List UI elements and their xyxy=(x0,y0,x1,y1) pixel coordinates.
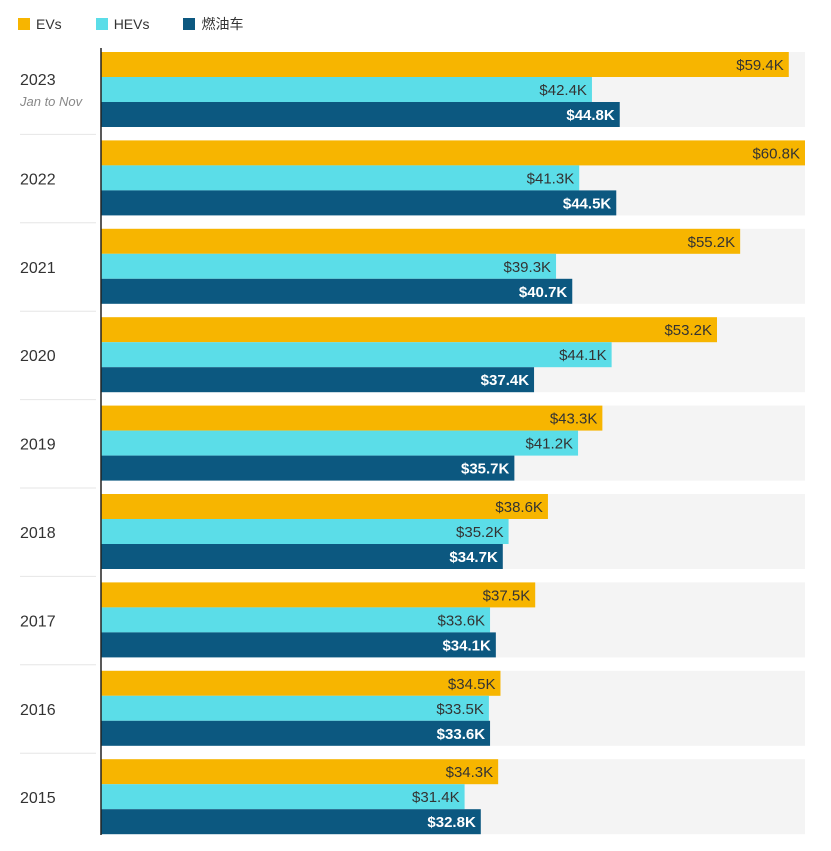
bar-hevs-2019 xyxy=(101,430,579,456)
legend: EVs HEVs 燃油车 xyxy=(18,12,277,36)
bar-evs-2017 xyxy=(101,582,536,608)
data-label-ice-2017: $34.1K xyxy=(442,637,491,654)
year-label-2023: 2023 xyxy=(20,72,56,89)
year-label-2018: 2018 xyxy=(20,525,56,542)
bar-ice-2015 xyxy=(101,809,481,835)
data-label-evs-2020: $53.2K xyxy=(664,322,712,339)
data-label-hevs-2019: $41.2K xyxy=(526,436,574,453)
legend-label-hevs: HEVs xyxy=(113,16,150,32)
data-label-ice-2020: $37.4K xyxy=(481,372,530,389)
bar-ice-2021 xyxy=(101,278,573,304)
year-label-2016: 2016 xyxy=(20,702,56,719)
data-label-hevs-2021: $39.3K xyxy=(504,259,552,276)
bar-hevs-2017 xyxy=(101,607,491,633)
legend-label-evs: EVs xyxy=(36,16,62,32)
bar-hevs-2021 xyxy=(101,253,557,279)
data-label-evs-2015: $34.3K xyxy=(446,764,494,781)
year-note: Jan to Nov xyxy=(19,94,84,109)
data-label-hevs-2022: $41.3K xyxy=(527,170,575,187)
bar-evs-2023 xyxy=(101,52,789,77)
data-label-hevs-2018: $35.2K xyxy=(456,524,504,541)
year-label-2022: 2022 xyxy=(20,171,56,188)
bar-evs-2015 xyxy=(101,759,499,785)
data-label-ice-2018: $34.7K xyxy=(449,549,498,566)
legend-item-evs: EVs xyxy=(18,16,62,32)
data-label-hevs-2023: $42.4K xyxy=(539,82,587,99)
data-label-evs-2016: $34.5K xyxy=(448,676,496,693)
data-label-hevs-2020: $44.1K xyxy=(559,347,607,364)
data-label-hevs-2016: $33.5K xyxy=(436,701,484,718)
legend-swatch-evs xyxy=(18,18,30,30)
bar-evs-2020 xyxy=(101,317,717,343)
bar-ice-2023 xyxy=(101,102,620,127)
data-label-hevs-2017: $33.6K xyxy=(438,612,486,629)
legend-label-ice: 燃油车 xyxy=(201,16,244,32)
data-label-hevs-2015: $31.4K xyxy=(412,789,460,806)
bar-evs-2016 xyxy=(101,670,501,696)
data-label-ice-2015: $32.8K xyxy=(427,814,476,831)
data-label-ice-2019: $35.7K xyxy=(461,461,510,478)
bar-hevs-2018 xyxy=(101,519,509,544)
data-label-evs-2022: $60.8K xyxy=(752,145,800,162)
bar-evs-2018 xyxy=(101,494,548,519)
year-label-2015: 2015 xyxy=(20,790,56,807)
year-label-2021: 2021 xyxy=(20,260,56,277)
bar-hevs-2023 xyxy=(101,77,592,102)
data-label-ice-2023: $44.8K xyxy=(566,107,615,124)
bar-ice-2022 xyxy=(101,190,617,216)
bar-hevs-2015 xyxy=(101,784,465,810)
data-label-evs-2023: $59.4K xyxy=(736,57,784,74)
bar-hevs-2016 xyxy=(101,695,489,721)
year-label-2019: 2019 xyxy=(20,437,56,454)
bar-ice-2017 xyxy=(101,632,496,658)
data-label-evs-2018: $38.6K xyxy=(495,499,543,516)
bar-evs-2022 xyxy=(101,140,805,166)
bar-evs-2021 xyxy=(101,228,741,254)
year-label-2017: 2017 xyxy=(20,613,56,630)
data-label-ice-2021: $40.7K xyxy=(519,284,568,301)
legend-swatch-ice xyxy=(183,18,196,30)
bar-hevs-2022 xyxy=(101,165,580,191)
data-label-ice-2016: $33.6K xyxy=(437,726,486,743)
data-label-evs-2017: $37.5K xyxy=(483,587,531,604)
legend-item-ice: 燃油车 xyxy=(183,14,243,34)
bar-evs-2019 xyxy=(101,405,603,431)
bar-ice-2018 xyxy=(101,544,503,569)
year-label-2020: 2020 xyxy=(20,348,56,365)
bar-ice-2016 xyxy=(101,720,491,746)
legend-swatch-hevs xyxy=(95,18,108,30)
bar-ice-2020 xyxy=(101,367,535,393)
data-label-evs-2021: $55.2K xyxy=(688,234,736,251)
data-label-ice-2022: $44.5K xyxy=(563,195,612,212)
data-label-evs-2019: $43.3K xyxy=(550,411,598,428)
legend-item-hevs: HEVs xyxy=(95,16,150,32)
bar-hevs-2020 xyxy=(101,342,612,368)
bar-ice-2019 xyxy=(101,455,515,481)
